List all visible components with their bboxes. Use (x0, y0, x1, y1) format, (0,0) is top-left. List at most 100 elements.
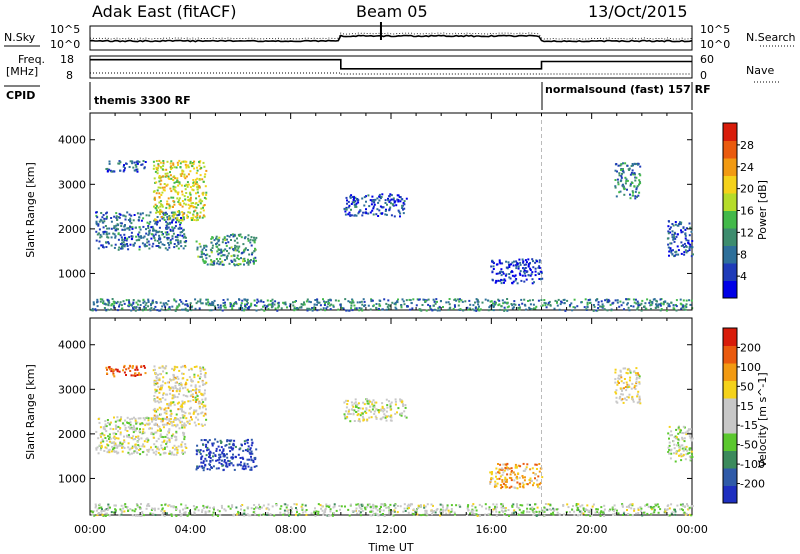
data-cell (321, 509, 324, 512)
data-cell (198, 465, 201, 468)
data-cell (201, 393, 204, 396)
data-cell (201, 511, 203, 513)
data-cell (177, 377, 180, 380)
data-cell (437, 307, 440, 310)
data-cell (554, 299, 557, 302)
data-cell (152, 436, 155, 439)
data-cell (474, 506, 477, 509)
data-cell (310, 512, 313, 515)
data-cell (686, 504, 689, 507)
data-cell (220, 249, 223, 252)
data-cell (688, 513, 691, 516)
data-cell (686, 452, 689, 455)
data-cell (501, 503, 504, 506)
data-cell (218, 249, 221, 251)
data-cell (156, 239, 159, 242)
data-cell (615, 392, 618, 395)
data-cell (450, 508, 453, 510)
data-cell (246, 302, 249, 305)
data-cell (175, 307, 178, 310)
data-cell (507, 509, 510, 511)
data-cell (509, 473, 512, 476)
data-cell (682, 425, 685, 428)
data-cell (190, 217, 193, 219)
data-cell (93, 303, 96, 306)
data-cell (495, 514, 498, 517)
data-cell (170, 401, 173, 404)
data-cell (204, 185, 207, 188)
data-cell (599, 512, 602, 515)
data-cell (248, 306, 250, 308)
data-cell (132, 308, 135, 310)
data-cell (182, 213, 185, 215)
data-cell (174, 381, 177, 384)
data-cell (675, 250, 678, 253)
data-cell (620, 399, 623, 402)
data-cell (332, 305, 335, 308)
data-cell (127, 442, 130, 445)
data-cell (490, 477, 493, 479)
data-cell (389, 305, 392, 307)
data-cell (113, 432, 116, 435)
data-cell (530, 273, 533, 276)
data-cell (208, 302, 211, 305)
data-cell (120, 416, 123, 419)
data-cell (681, 432, 684, 434)
data-cell (217, 467, 220, 470)
data-cell (506, 486, 508, 489)
data-cell (194, 386, 197, 388)
freq-label: Freq. (18, 53, 45, 66)
data-cell (521, 274, 524, 277)
data-cell (122, 369, 124, 372)
data-cell (243, 257, 246, 260)
data-cell (350, 304, 353, 307)
data-cell (124, 167, 126, 170)
data-cell (556, 511, 559, 514)
data-cell (173, 377, 176, 380)
data-cell (196, 183, 199, 186)
data-cell (407, 511, 410, 514)
data-cell (406, 507, 409, 510)
data-cell (134, 164, 137, 166)
data-cell (184, 203, 187, 206)
data-cell (625, 399, 628, 401)
data-cell (359, 511, 362, 514)
data-cell (601, 511, 604, 514)
data-cell (208, 309, 211, 312)
data-cell (203, 466, 206, 469)
data-cell (160, 308, 163, 311)
data-cell (147, 439, 150, 442)
data-cell (353, 402, 356, 405)
data-cell (160, 203, 163, 206)
data-cell (404, 510, 407, 512)
data-cell (680, 459, 683, 462)
data-cell (398, 210, 401, 213)
data-cell (240, 302, 243, 305)
data-cell (166, 172, 169, 175)
data-cell (105, 212, 107, 215)
data-cell (535, 503, 538, 506)
data-cell (199, 215, 201, 218)
data-cell (155, 205, 158, 208)
data-cell (236, 464, 239, 467)
data-cell (691, 505, 694, 507)
colorbar-swatch (723, 380, 737, 399)
data-cell (110, 304, 113, 307)
data-cell (537, 475, 540, 478)
data-cell (155, 166, 158, 169)
data-cell (109, 421, 112, 424)
data-cell (369, 405, 372, 408)
data-cell (213, 239, 216, 242)
data-cell (177, 247, 180, 250)
data-cell (316, 300, 319, 303)
data-cell (670, 430, 673, 433)
data-cell (331, 514, 334, 517)
data-cell (188, 368, 190, 371)
data-cell (151, 245, 154, 248)
colorbar-tick-label: 50 (740, 380, 754, 393)
data-cell (386, 404, 389, 407)
data-cell (105, 512, 108, 515)
data-cell (90, 510, 93, 513)
data-cell (252, 511, 255, 514)
data-cell (199, 452, 202, 455)
